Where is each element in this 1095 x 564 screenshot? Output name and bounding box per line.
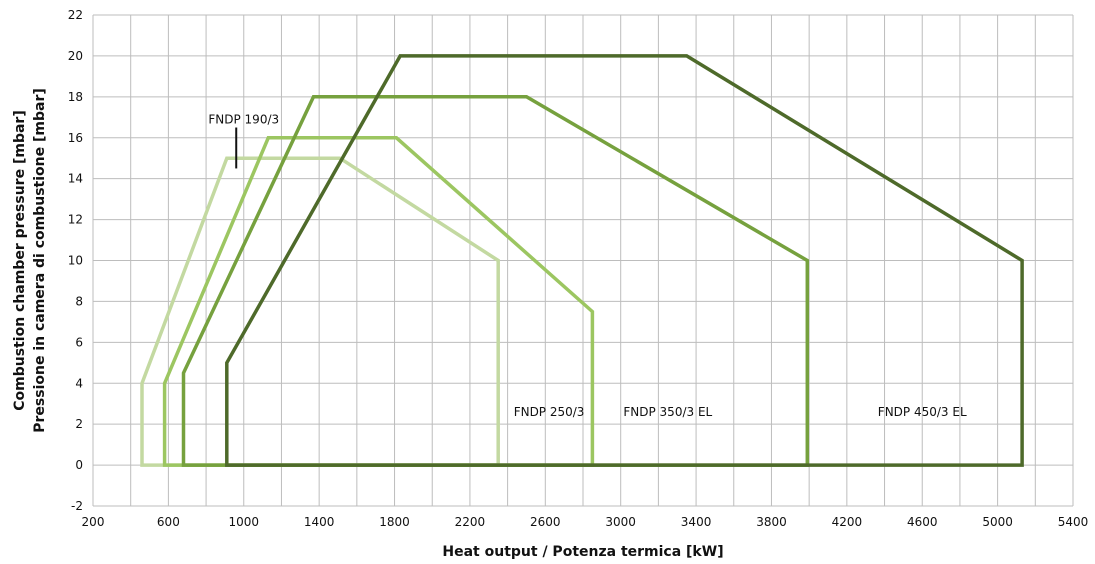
x-tick-label: 3800	[756, 515, 787, 529]
x-tick-label: 5000	[982, 515, 1013, 529]
x-tick-label: 600	[157, 515, 180, 529]
y-tick-label: 18	[68, 90, 83, 104]
y-tick-label: 2	[75, 417, 83, 431]
y-tick-label: 8	[75, 294, 83, 308]
annotations: FNDP 190/3 FNDP 250/3 FNDP 350/3 EL FNDP 45…	[208, 112, 967, 419]
tick-labels: -2 0 2 4 6 8 10 12 14 16 18 20 22 200 600 1000 1400 1800 2…	[68, 8, 1089, 529]
y-tick-label: 0	[75, 458, 83, 472]
y-axis-title-line1: Combustion chamber pressure [mbar]	[12, 110, 28, 410]
y-tick-label: 12	[68, 213, 83, 227]
x-tick-label: 3400	[681, 515, 712, 529]
y-tick-label: 6	[75, 335, 83, 349]
series-annotation-label: FNDP 350/3 EL	[623, 405, 712, 419]
y-tick-label: 10	[68, 254, 83, 268]
x-tick-label: 200	[82, 515, 105, 529]
grid	[92, 14, 1074, 507]
series-line-3	[181, 95, 810, 467]
x-tick-label: 1400	[304, 515, 335, 529]
x-tick-label: 2200	[455, 515, 486, 529]
x-axis-title: Heat output / Potenza termica [kW]	[442, 544, 723, 560]
y-tick-label: 22	[68, 8, 83, 22]
y-axis-title-line2: Pressione in camera di combustione [mbar…	[32, 88, 48, 433]
y-tick-label: 20	[68, 49, 83, 63]
y-tick-label: 14	[68, 172, 83, 186]
x-tick-label: 4200	[832, 515, 863, 529]
y-tick-label: 16	[68, 131, 83, 145]
series-line-4	[225, 54, 1024, 467]
x-tick-label: 4600	[907, 515, 938, 529]
x-tick-label: 3000	[605, 515, 636, 529]
series-annotation-label: FNDP 250/3	[514, 405, 585, 419]
series-annotation-label: FNDP 450/3 EL	[878, 405, 967, 419]
series-group	[140, 54, 1024, 467]
series-annotation-label: FNDP 190/3	[208, 112, 279, 126]
x-tick-label: 1800	[379, 515, 410, 529]
x-tick-label: 2600	[530, 515, 561, 529]
y-tick-label: 4	[75, 376, 83, 390]
x-tick-label: 1000	[228, 515, 259, 529]
x-tick-label: 5400	[1058, 515, 1089, 529]
y-tick-label: -2	[71, 499, 83, 513]
